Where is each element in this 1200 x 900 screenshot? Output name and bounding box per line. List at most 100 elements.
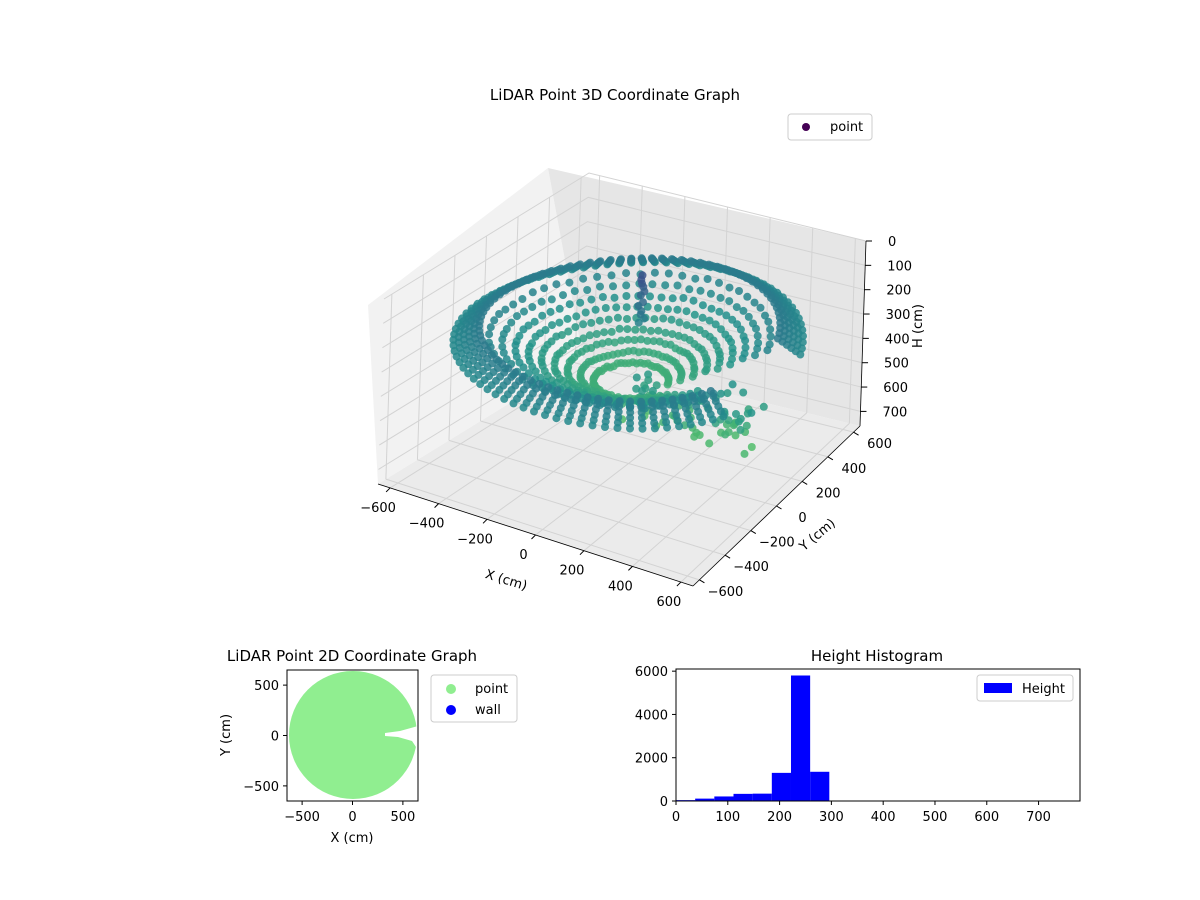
- legend-2d-label-point: point: [475, 682, 508, 697]
- data-point-3d: [686, 257, 695, 266]
- data-point-3d: [748, 277, 757, 286]
- x-tick-3d: [579, 550, 585, 556]
- grid-line-y: [385, 478, 700, 581]
- z-tick-label-3d: 600: [883, 381, 908, 396]
- z-tick-label-3d: 400: [885, 332, 910, 347]
- data-point-3d: [459, 363, 468, 372]
- data-point-3d: [648, 280, 657, 289]
- data-point-3d: [483, 385, 492, 394]
- data-point-3d: [530, 272, 539, 281]
- data-point-3d: [531, 367, 540, 376]
- data-point-3d: [565, 278, 574, 287]
- data-point-3d: [698, 301, 707, 310]
- point-cloud-disc: [289, 671, 417, 799]
- grid-line-x-wall: [806, 227, 814, 413]
- data-point-3d: [541, 411, 549, 419]
- data-point-3d: [583, 286, 592, 294]
- data-point-3d: [555, 318, 564, 327]
- data-point-3d: [552, 414, 561, 423]
- data-point-3d: [731, 431, 740, 440]
- data-point-3d: [632, 373, 641, 382]
- data-point-3d: [728, 380, 737, 389]
- chart-2d: LiDAR Point 2D Coordinate Graph −500 0 500…: [219, 647, 518, 846]
- ticks-2d: −500 0 500 −500 0 500: [243, 679, 415, 825]
- data-point-3d: [741, 343, 750, 352]
- data-point-3d: [726, 360, 735, 369]
- data-point-3d: [715, 358, 724, 367]
- grid-line-y: [448, 439, 751, 532]
- data-point-3d: [691, 274, 700, 283]
- data-point-3d: [663, 423, 672, 432]
- data-point-3d: [673, 305, 682, 314]
- data-point-3d: [738, 354, 747, 363]
- grid-line-y-wall: [416, 274, 424, 460]
- data-point-3d: [586, 258, 595, 267]
- data-point-3d: [596, 282, 604, 291]
- ticks-histogram: 0 100 200 300 400 500 600 700 0 2000 4000 6000: [635, 665, 1051, 825]
- data-point-3d: [735, 270, 744, 279]
- data-point-3d: [627, 254, 636, 263]
- data-point-3d: [531, 332, 540, 341]
- data-point-3d: [604, 337, 613, 346]
- data-point-3d: [596, 257, 605, 266]
- data-point-3d: [501, 305, 510, 314]
- data-point-3d: [587, 318, 596, 327]
- data-point-3d: [634, 318, 643, 327]
- data-point-3d: [727, 338, 736, 347]
- histogram-bar: [714, 796, 734, 801]
- x-tick-label-histogram: 400: [871, 810, 896, 825]
- data-point-3d: [675, 422, 684, 431]
- data-point-3d: [509, 399, 518, 408]
- data-point-3d: [498, 335, 507, 344]
- data-point-3d: [588, 421, 597, 430]
- data-point-3d: [753, 331, 762, 340]
- data-point-3d: [659, 314, 668, 323]
- data-point-3d: [752, 324, 760, 333]
- x-tick-label-3d: −600: [360, 501, 396, 516]
- x-tick-label-histogram: 300: [819, 810, 844, 825]
- x-tick-label-histogram: 200: [767, 810, 792, 825]
- data-point-3d: [747, 408, 756, 417]
- data-point-3d: [499, 348, 508, 357]
- data-point-3d: [540, 284, 549, 293]
- data-point-3d: [698, 313, 707, 322]
- data-point-3d: [722, 311, 731, 320]
- data-point-3d: [576, 298, 585, 307]
- data-point-3d: [735, 287, 743, 295]
- data-point-3d: [464, 369, 473, 378]
- data-point-3d: [679, 294, 688, 302]
- data-point-3d: [552, 280, 561, 289]
- data-point-3d: [725, 297, 734, 306]
- grid-line-y-wall: [385, 294, 393, 480]
- data-point-3d: [610, 338, 619, 347]
- ticks-3d: −600−400−2000200400600−600−400−200020040…: [360, 235, 912, 610]
- data-point-3d: [753, 344, 762, 353]
- x-tick-3d: [676, 581, 682, 587]
- data-point-3d: [689, 296, 698, 305]
- data-point-3d: [581, 308, 590, 317]
- y-tick-label-histogram: 4000: [635, 708, 668, 723]
- data-point-3d: [576, 260, 585, 269]
- data-point-3d: [678, 271, 687, 280]
- data-point-3d: [707, 304, 716, 313]
- data-point-3d: [728, 348, 737, 357]
- x-tick-3d: [628, 566, 633, 571]
- y-tick-3d: [724, 554, 731, 559]
- data-point-3d: [690, 432, 699, 441]
- data-point-3d: [564, 327, 573, 336]
- y-tick-3d: [827, 456, 834, 461]
- data-point-3d: [705, 439, 714, 448]
- histogram-bar: [810, 771, 830, 801]
- data-point-3d: [509, 300, 518, 309]
- data-point-3d: [552, 332, 561, 341]
- data-point-3d: [664, 269, 673, 278]
- data-point-3d: [637, 275, 646, 284]
- data-point-3d: [556, 264, 565, 273]
- data-point-3d: [512, 352, 521, 361]
- z-axis-label-3d: H (cm): [911, 304, 926, 348]
- data-point-3d: [739, 306, 748, 315]
- data-point-3d: [518, 295, 527, 303]
- z-tick-label-3d: 200: [886, 284, 911, 299]
- data-point-3d: [638, 387, 646, 395]
